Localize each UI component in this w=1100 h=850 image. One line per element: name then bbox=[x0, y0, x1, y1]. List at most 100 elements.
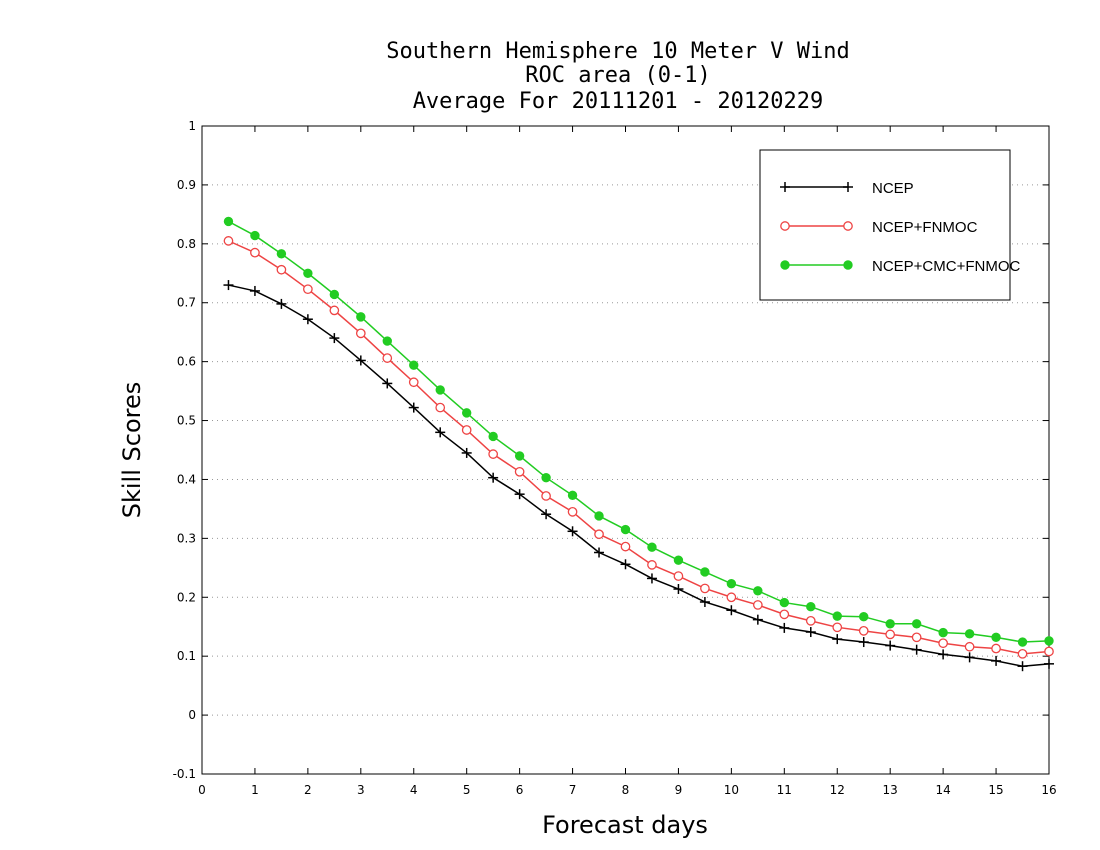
x-tick-label: 14 bbox=[935, 783, 950, 797]
data-point bbox=[1017, 661, 1028, 672]
data-point bbox=[276, 264, 287, 275]
x-tick-label: 4 bbox=[410, 783, 418, 797]
title-line-2: ROC area (0-1) bbox=[525, 63, 710, 88]
y-tick-label: 0.7 bbox=[177, 296, 196, 310]
data-point bbox=[699, 596, 710, 607]
data-point bbox=[567, 526, 578, 537]
data-point bbox=[382, 353, 393, 363]
x-tick-label: 16 bbox=[1041, 783, 1056, 797]
data-point bbox=[1017, 648, 1028, 659]
axis-ticks: -0.100.10.20.30.40.50.60.70.80.910 1 2 3 4 5 6… bbox=[173, 119, 1057, 797]
data-point bbox=[964, 652, 975, 663]
x-tick-label: 1 bbox=[251, 783, 259, 797]
data-point bbox=[646, 573, 657, 584]
y-tick-label: 0.4 bbox=[177, 472, 196, 486]
data-point bbox=[964, 641, 975, 652]
data-point bbox=[329, 289, 340, 300]
series-line bbox=[228, 240, 1050, 655]
y-tick-label: 0.9 bbox=[177, 178, 196, 192]
data-point bbox=[223, 216, 234, 227]
data-point bbox=[1017, 637, 1028, 647]
series-lines bbox=[223, 216, 1054, 672]
data-point bbox=[382, 336, 392, 346]
data-point bbox=[356, 312, 366, 322]
data-point bbox=[753, 586, 763, 596]
data-point bbox=[514, 466, 525, 477]
data-point bbox=[303, 284, 313, 295]
data-point bbox=[488, 431, 498, 442]
legend-marker bbox=[843, 260, 853, 270]
data-point bbox=[514, 451, 525, 461]
legend: NCEP NCEP+FNMOC NCEP+CMC+FNMOC bbox=[759, 149, 1021, 301]
y-tick-label: 0 bbox=[188, 708, 196, 722]
y-tick-label: 1 bbox=[188, 119, 196, 133]
legend-marker bbox=[780, 221, 790, 231]
data-point bbox=[329, 333, 340, 344]
data-point bbox=[541, 472, 551, 483]
data-point bbox=[408, 377, 419, 388]
data-point bbox=[567, 507, 578, 517]
y-tick-label: 0.8 bbox=[177, 237, 196, 251]
data-point bbox=[461, 447, 472, 458]
data-point bbox=[461, 408, 472, 418]
data-point bbox=[620, 559, 631, 570]
legend-item: NCEP bbox=[780, 180, 914, 197]
data-point bbox=[302, 314, 313, 325]
data-point bbox=[488, 472, 499, 483]
y-axis-label: Skill Scores bbox=[118, 382, 146, 519]
x-tick-label: 6 bbox=[516, 783, 524, 797]
x-axis-label: Forecast days bbox=[542, 811, 708, 839]
x-tick-label: 10 bbox=[724, 783, 739, 797]
data-point bbox=[594, 511, 604, 521]
data-point bbox=[832, 634, 843, 645]
data-point bbox=[249, 285, 260, 296]
data-point bbox=[938, 638, 948, 649]
data-point bbox=[1044, 646, 1054, 657]
data-point bbox=[859, 612, 869, 622]
chart-title: Southern Hemisphere 10 Meter V Wind ROC … bbox=[386, 39, 850, 114]
series-ncep-cmc-fnmoc bbox=[223, 216, 1054, 647]
data-point bbox=[938, 649, 949, 660]
x-tick-label: 8 bbox=[622, 783, 630, 797]
data-point bbox=[858, 626, 869, 636]
data-point bbox=[1044, 658, 1054, 669]
x-tick-label: 15 bbox=[988, 783, 1003, 797]
data-point bbox=[752, 614, 763, 625]
data-point bbox=[620, 541, 631, 552]
data-point bbox=[779, 622, 790, 633]
data-point bbox=[250, 247, 260, 258]
data-point bbox=[673, 584, 684, 595]
data-point bbox=[726, 579, 737, 589]
title-line-1: Southern Hemisphere 10 Meter V Wind bbox=[386, 39, 850, 64]
data-point bbox=[858, 637, 869, 648]
data-point bbox=[779, 609, 790, 620]
data-point bbox=[700, 567, 710, 577]
data-point bbox=[700, 583, 710, 594]
legend-marker bbox=[843, 221, 853, 231]
data-point bbox=[408, 402, 419, 413]
data-point bbox=[647, 560, 657, 570]
data-point bbox=[938, 627, 948, 638]
data-point bbox=[911, 619, 922, 629]
data-point bbox=[1044, 636, 1054, 646]
data-point bbox=[964, 629, 975, 639]
data-point bbox=[673, 571, 684, 581]
legend-marker bbox=[843, 182, 853, 192]
data-point bbox=[911, 644, 922, 655]
data-point bbox=[276, 298, 287, 309]
y-tick-label: 0.3 bbox=[177, 531, 196, 545]
data-point bbox=[567, 490, 578, 501]
y-tick-label: 0.6 bbox=[177, 355, 196, 369]
data-point bbox=[779, 597, 790, 608]
data-point bbox=[435, 402, 446, 413]
data-point bbox=[911, 632, 922, 643]
data-point bbox=[726, 605, 737, 616]
legend-item: NCEP+FNMOC bbox=[780, 219, 978, 236]
data-point bbox=[461, 425, 472, 435]
legend-label: NCEP bbox=[872, 180, 914, 197]
data-point bbox=[805, 615, 816, 626]
y-tick-label: 0.1 bbox=[177, 649, 196, 663]
data-point bbox=[223, 236, 234, 246]
data-point bbox=[806, 601, 816, 612]
